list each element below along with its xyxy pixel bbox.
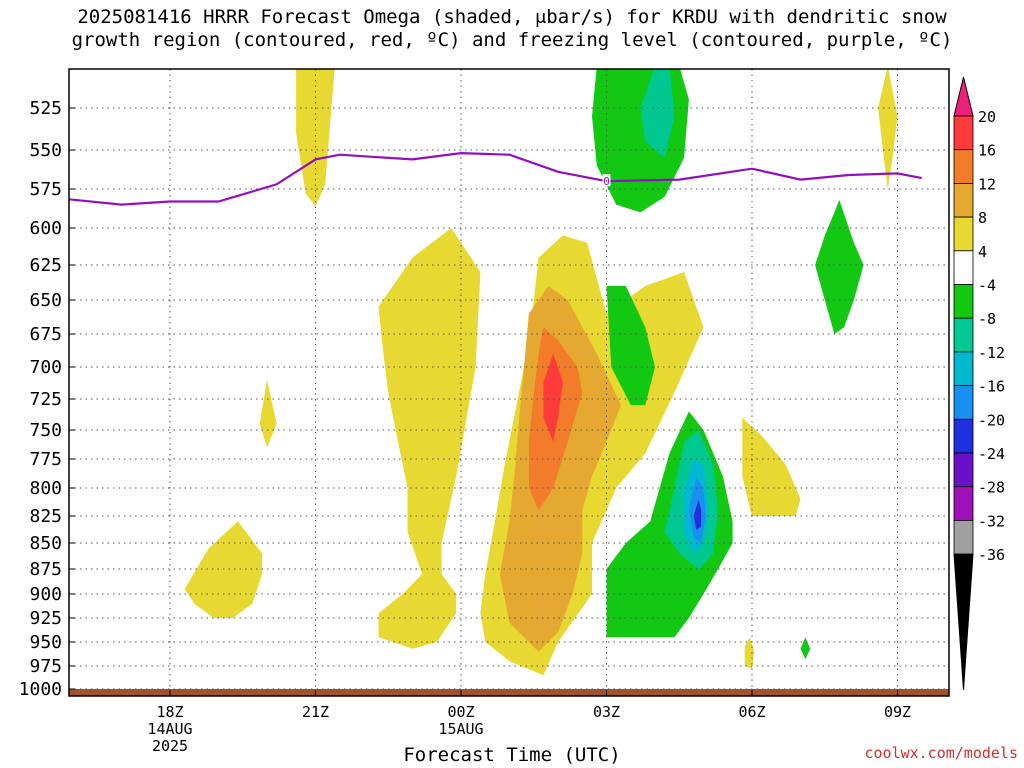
omega-region-20 [800, 637, 811, 660]
site-credit: coolwx.com/models [864, 744, 1018, 762]
terrain-fill [69, 689, 949, 696]
colorbar-segment [953, 351, 974, 386]
colorbar-segment [953, 418, 974, 454]
colorbar-segment [953, 250, 974, 285]
y-tick-label: 1000 [19, 679, 62, 700]
plot-frame [68, 68, 950, 697]
colorbar-label: -20 [978, 411, 1005, 429]
omega-region-5 [606, 286, 655, 406]
freezing-label-bg [602, 174, 611, 187]
x-tick-label: 09Z [884, 703, 911, 721]
omega-region-11 [543, 353, 563, 442]
colorbar-label: 12 [978, 175, 996, 193]
freezing-level-label: 0 [603, 175, 610, 188]
x-axis-label: Forecast Time (UTC) [403, 744, 621, 766]
grid-lines [69, 69, 949, 696]
omega-region-9 [499, 286, 621, 652]
y-tick-label: 975 [29, 656, 62, 677]
colorbar-segment [953, 486, 974, 521]
terrain-strip [69, 689, 949, 696]
y-tick-label: 625 [29, 255, 62, 276]
colorbar-segment [953, 182, 974, 218]
y-tick-label: 600 [29, 218, 62, 239]
y-tick-label: 900 [29, 584, 62, 605]
y-tick-label: 725 [29, 389, 62, 410]
y-tick-label: 575 [29, 179, 62, 200]
colorbar: 20 16 12 8 4 -4 -8 -12 -16 -20 -24 -28 -32 -36 [953, 76, 1005, 691]
colorbar-label: -32 [978, 512, 1005, 530]
x-tick-label: 18Z [156, 703, 183, 721]
y-tick-label: 875 [29, 559, 62, 580]
colorbar-label: -4 [978, 277, 996, 295]
omega-region-6 [742, 417, 801, 516]
colorbar-label: -12 [978, 344, 1005, 362]
colorbar-segment [953, 520, 974, 555]
colorbar-label: -16 [978, 378, 1005, 396]
colorbar-label: 8 [978, 209, 987, 227]
y-tick-label: 800 [29, 478, 62, 499]
y-tick-label: 675 [29, 324, 62, 345]
freezing-level-contour: 0 [69, 151, 923, 206]
omega-region-8 [744, 637, 755, 669]
y-tick-label: 925 [29, 608, 62, 629]
y-tick-label: 525 [29, 98, 62, 119]
x-tick-label: 03Z [593, 703, 620, 721]
title-line-2: growth region (contoured, red, ºC) and f… [71, 29, 953, 51]
omega-region-13 [640, 69, 675, 158]
colorbar-label: 4 [978, 243, 987, 261]
colorbar-label: -24 [978, 445, 1005, 463]
colorbar-label: -8 [978, 310, 996, 328]
x-tick-label: 00Z [447, 703, 474, 721]
y-tick-label: 850 [29, 533, 62, 554]
freezing-level-line [69, 151, 923, 206]
x-tick-label: 14AUG [147, 720, 192, 738]
omega-region-3 [184, 521, 263, 618]
y-tick-label: 550 [29, 140, 62, 161]
y-axis: 525 550 575 600 625 650 675 700 725 750 775 800 825 8… [19, 98, 75, 700]
colorbar-bottom-arrow [953, 553, 974, 691]
colorbar-segment [953, 115, 974, 151]
y-tick-label: 650 [29, 290, 62, 311]
y-tick-label: 700 [29, 357, 62, 378]
y-tick-label: 750 [29, 420, 62, 441]
colorbar-label: -28 [978, 479, 1005, 497]
colorbar-label: -36 [978, 546, 1005, 564]
colorbar-segment [953, 317, 974, 353]
omega-region-0 [296, 69, 335, 207]
y-tick-label: 950 [29, 632, 62, 653]
colorbar-segment [953, 284, 974, 319]
omega-region-7 [878, 69, 898, 189]
chart-title: 2025081416 HRRR Forecast Omega (shaded, … [0, 6, 1024, 52]
colorbar-top-arrow [953, 76, 974, 117]
colorbar-segment [953, 149, 974, 184]
omega-shading [184, 69, 898, 676]
x-tick-label: 15AUG [438, 720, 483, 738]
omega-region-18 [693, 499, 702, 530]
x-tick-label: 2025 [152, 737, 188, 755]
omega-region-2 [259, 379, 277, 448]
y-tick-label: 775 [29, 449, 62, 470]
title-line-1: 2025081416 HRRR Forecast Omega (shaded, … [77, 6, 947, 28]
omega-region-1 [378, 228, 481, 649]
colorbar-segment [953, 385, 974, 420]
y-tick-label: 825 [29, 506, 62, 527]
colorbar-segment [953, 216, 974, 252]
x-tick-label: 21Z [302, 703, 329, 721]
x-tick-label: 06Z [738, 703, 765, 721]
colorbar-segment [953, 452, 974, 488]
colorbar-label: 16 [978, 142, 996, 160]
colorbar-label: 20 [978, 108, 996, 126]
